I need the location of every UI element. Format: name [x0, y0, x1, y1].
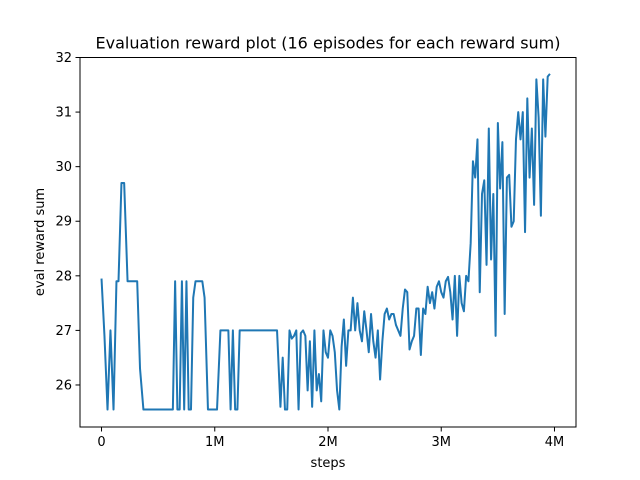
x-tick-label-2: 2M	[318, 435, 338, 450]
y-tick-label-4: 30	[55, 160, 72, 175]
y-axis-ticks: 26 27 28 29 30 31 32	[55, 51, 80, 393]
x-tick-label-3: 3M	[431, 435, 451, 450]
series-line-0	[102, 74, 550, 410]
x-tick-label-4: 4M	[545, 435, 565, 450]
x-tick-label-1: 1M	[205, 435, 225, 450]
plot-frame	[80, 58, 576, 428]
y-tick-label-5: 31	[55, 106, 72, 121]
y-tick-label-1: 27	[55, 324, 72, 339]
x-axis-ticks: 0 1M 2M 3M 4M	[97, 427, 564, 450]
y-tick-label-0: 26	[55, 378, 72, 393]
x-axis-label: steps	[311, 456, 346, 471]
chart-title: Evaluation reward plot (16 episodes for …	[96, 34, 561, 53]
y-tick-label-2: 28	[55, 269, 72, 284]
y-tick-label-3: 29	[55, 215, 72, 230]
y-axis-label: eval reward sum	[33, 188, 48, 296]
series-layer	[102, 74, 550, 410]
x-tick-label-0: 0	[97, 435, 105, 450]
y-tick-label-6: 32	[55, 51, 72, 66]
